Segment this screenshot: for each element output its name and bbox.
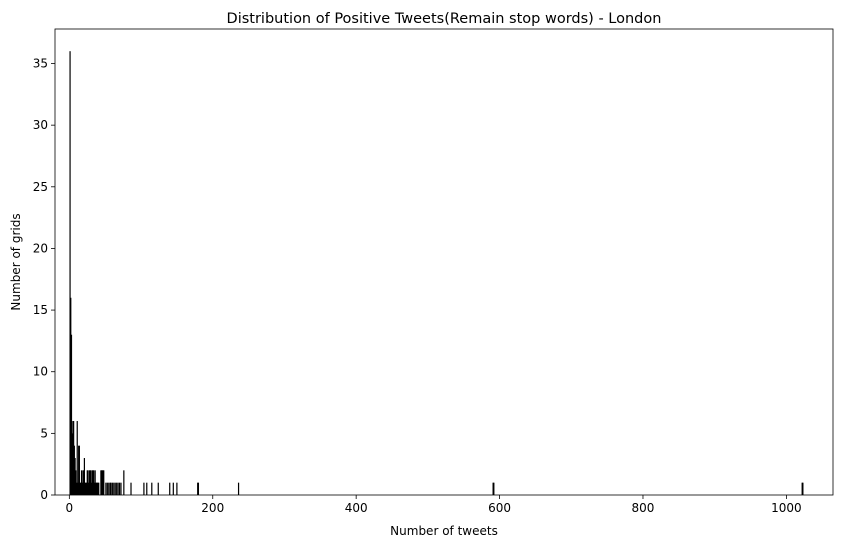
- plot-frame: [54, 28, 834, 496]
- histogram-bar: [90, 482, 93, 495]
- histogram-bar: [87, 470, 89, 495]
- histogram-bar: [802, 482, 804, 495]
- histogram-bar: [157, 482, 159, 495]
- chart-title: Distribution of Positive Tweets(Remain s…: [227, 11, 662, 27]
- histogram-bar: [801, 482, 803, 495]
- histogram-bar: [116, 482, 118, 495]
- histogram-bar: [78, 445, 80, 495]
- histogram-bar: [89, 470, 91, 495]
- histogram-bar: [70, 334, 73, 495]
- histogram-bar: [110, 482, 112, 495]
- histogram-bar: [85, 482, 88, 495]
- histogram-bar: [82, 470, 84, 495]
- histogram-bar: [88, 470, 91, 495]
- histogram-bar: [151, 482, 153, 495]
- histogram-bar: [81, 482, 83, 495]
- histogram-bar: [120, 482, 122, 495]
- histogram-bar: [83, 470, 85, 495]
- histogram-bar: [75, 482, 78, 495]
- histogram-bar: [75, 470, 77, 495]
- histogram-bar: [101, 470, 103, 495]
- histogram-bar: [130, 482, 132, 495]
- histogram-bar: [93, 482, 96, 495]
- histogram-bar: [73, 445, 75, 495]
- histogram-bar: [95, 482, 98, 495]
- histogram-bar: [123, 470, 125, 495]
- histogram-bar: [74, 458, 76, 495]
- x-tick-label: 600: [488, 501, 511, 515]
- histogram-bar: [78, 445, 80, 495]
- histogram-bar: [109, 482, 111, 495]
- histogram-bar: [97, 482, 99, 495]
- histogram-bar: [95, 482, 97, 495]
- histogram-bar: [197, 482, 200, 495]
- histogram-bar: [70, 297, 72, 495]
- histogram-bar: [72, 421, 74, 495]
- y-tick-label: 35: [33, 57, 48, 71]
- x-tick-label: 1000: [771, 501, 802, 515]
- y-tick-label: 15: [33, 303, 48, 317]
- histogram-bar: [100, 470, 102, 495]
- histogram-bar: [93, 470, 95, 495]
- histogram-bar: [111, 482, 113, 495]
- histogram-bar: [113, 482, 115, 495]
- bars-group: [69, 51, 804, 495]
- histogram-bar: [492, 482, 494, 495]
- histogram-bar: [103, 470, 105, 495]
- histogram-bar: [176, 482, 178, 495]
- histogram-bar: [91, 470, 93, 495]
- y-tick-label: 25: [33, 180, 48, 194]
- histogram-bar: [92, 470, 94, 495]
- x-axis-ticks: 0 200 400 600 800 1000: [66, 495, 802, 515]
- histogram-bar: [69, 51, 71, 495]
- histogram-bar: [76, 421, 78, 495]
- histogram-bar: [80, 482, 82, 495]
- histogram-bar: [94, 470, 96, 495]
- histogram-bar: [102, 470, 104, 495]
- histogram-bar: [84, 482, 86, 495]
- histogram-bar: [493, 482, 495, 495]
- histogram-bar: [169, 482, 171, 495]
- y-tick-label: 0: [40, 488, 48, 502]
- histogram-bar: [79, 482, 81, 495]
- histogram-bar: [146, 482, 148, 495]
- x-axis-label: Number of tweets: [390, 524, 498, 538]
- histogram-bar: [237, 482, 240, 495]
- histogram-bar: [98, 482, 100, 495]
- y-axis-label: Number of grids: [9, 213, 23, 310]
- histogram-bar: [80, 470, 83, 495]
- histogram-bar: [172, 482, 174, 495]
- histogram-bar: [114, 482, 116, 495]
- histogram-bar: [96, 482, 98, 495]
- histogram-bar: [77, 482, 79, 495]
- histogram-bar: [101, 470, 103, 495]
- x-tick-label: 800: [632, 501, 655, 515]
- histogram-bar: [118, 482, 121, 495]
- histogram-bar: [197, 482, 199, 495]
- histogram-bar: [88, 482, 90, 495]
- histogram-bar: [117, 482, 119, 495]
- y-tick-label: 10: [33, 365, 48, 379]
- histogram-bar: [143, 482, 145, 495]
- y-tick-label: 5: [40, 426, 48, 440]
- x-tick-label: 400: [345, 501, 368, 515]
- y-tick-label: 30: [33, 118, 48, 132]
- histogram-bar: [106, 482, 108, 495]
- y-tick-label: 20: [33, 241, 48, 255]
- x-tick-label: 200: [201, 501, 224, 515]
- histogram-bar: [71, 433, 73, 495]
- histogram-bar: [105, 482, 107, 495]
- histogram-bar: [86, 470, 88, 495]
- histogram-bar: [90, 470, 92, 495]
- x-tick-label: 0: [66, 501, 74, 515]
- y-axis-ticks: 0 5 10 15 20 25 30 35: [33, 57, 55, 502]
- histogram-bar: [85, 482, 87, 495]
- histogram-bar: [83, 458, 85, 495]
- histogram-bar: [108, 482, 110, 495]
- histogram-bar: [73, 421, 75, 495]
